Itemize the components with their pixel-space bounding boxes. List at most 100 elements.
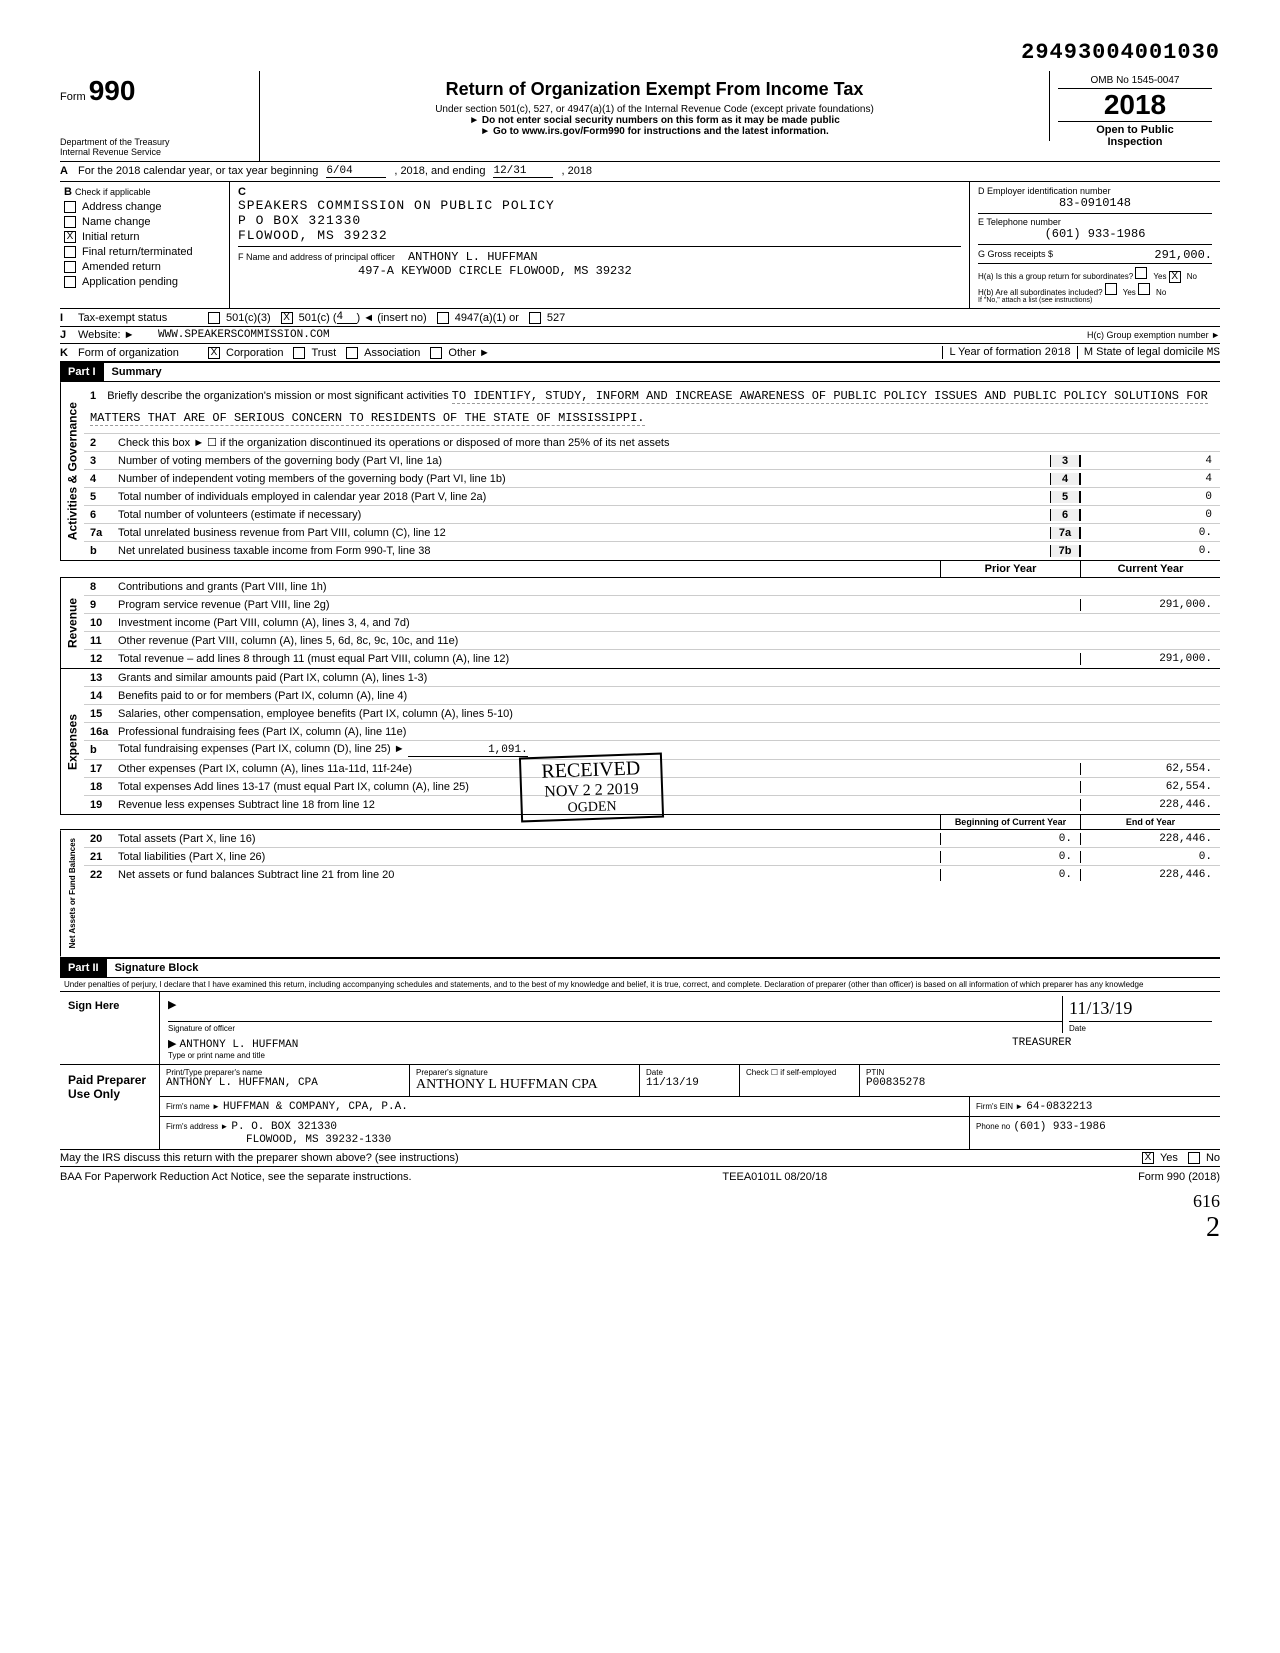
website-url: WWW.SPEAKERSCOMMISSION.COM xyxy=(158,329,330,341)
line-22: 22Net assets or fund balances Subtract l… xyxy=(84,866,1220,884)
year-end: 12/31 xyxy=(493,165,553,178)
line-10: 10Investment income (Part VIII, column (… xyxy=(84,614,1220,632)
checkbox-527[interactable] xyxy=(529,312,541,324)
org-addr2: FLOWOOD, MS 39232 xyxy=(238,228,388,243)
document-id: 29493004001030 xyxy=(60,40,1220,65)
gov-line-b: bNet unrelated business taxable income f… xyxy=(84,542,1220,560)
checkbox-amended-return[interactable] xyxy=(64,261,76,273)
row-k-form-org: K Form of organization Corporation Trust… xyxy=(60,344,1220,362)
irs-discuss-row: May the IRS discuss this return with the… xyxy=(60,1150,1220,1167)
col-end-year: End of Year xyxy=(1080,815,1220,829)
irs-label: Internal Revenue Service xyxy=(60,147,251,157)
inspection-label: Inspection xyxy=(1058,136,1212,148)
preparer-date: 11/13/19 xyxy=(646,1077,733,1089)
subtitle-1: Under section 501(c), 527, or 4947(a)(1)… xyxy=(268,104,1041,115)
gov-line-4: 4Number of independent voting members of… xyxy=(84,470,1220,488)
checkbox-assoc[interactable] xyxy=(346,347,358,359)
checkbox-trust[interactable] xyxy=(293,347,305,359)
line-21: 21Total liabilities (Part X, line 26)0.0… xyxy=(84,848,1220,866)
form-number: 990 xyxy=(89,75,136,106)
checkbox-hb-yes[interactable] xyxy=(1105,283,1117,295)
sign-here-block: Sign Here ▶ Signature of officer 11/13/1… xyxy=(60,992,1220,1065)
row-j-website: J Website: ► WWW.SPEAKERSCOMMISSION.COM … xyxy=(60,327,1220,344)
preparer-ptin: P00835278 xyxy=(866,1077,1214,1089)
checkbox-initial-return[interactable] xyxy=(64,231,76,243)
firm-ein: 64-0832213 xyxy=(1026,1101,1092,1113)
row-i-tax-exempt: I Tax-exempt status 501(c)(3) 501(c) ( 4… xyxy=(60,309,1220,327)
gov-line-5: 5Total number of individuals employed in… xyxy=(84,488,1220,506)
org-addr1: P O BOX 321330 xyxy=(238,213,361,228)
checkbox-501c[interactable] xyxy=(281,312,293,324)
footer: BAA For Paperwork Reduction Act Notice, … xyxy=(60,1167,1220,1183)
received-stamp: RECEIVED NOV 2 2 2019 OGDEN xyxy=(519,753,664,823)
domicile-state: MS xyxy=(1207,347,1220,359)
line-14: 14Benefits paid to or for members (Part … xyxy=(84,687,1220,705)
signer-name: ANTHONY L. HUFFMAN xyxy=(180,1039,299,1051)
year-formation: 2018 xyxy=(1044,347,1070,359)
part-1-header: Part I Summary xyxy=(60,362,1220,382)
ein: 83-0910148 xyxy=(978,196,1212,210)
gov-line-7a: 7aTotal unrelated business revenue from … xyxy=(84,524,1220,542)
checkbox-address-change[interactable] xyxy=(64,201,76,213)
checkbox-other[interactable] xyxy=(430,347,442,359)
section-b: B Check if applicable Address change Nam… xyxy=(60,182,1220,309)
officer-name: ANTHONY L. HUFFMAN xyxy=(408,250,538,264)
form-label: Form xyxy=(60,91,86,103)
firm-addr1: P. O. BOX 321330 xyxy=(231,1121,337,1133)
firm-phone: (601) 933-1986 xyxy=(1013,1121,1105,1133)
signer-title: TREASURER xyxy=(1012,1037,1212,1060)
org-name: SPEAKERS COMMISSION ON PUBLIC POLICY xyxy=(238,198,555,213)
line-8: 8Contributions and grants (Part VIII, li… xyxy=(84,578,1220,596)
gov-line-3: 3Number of voting members of the governi… xyxy=(84,452,1220,470)
checkbox-hb-no[interactable] xyxy=(1138,283,1150,295)
row-a-tax-year: A For the 2018 calendar year, or tax yea… xyxy=(60,162,1220,182)
line-12: 12Total revenue – add lines 8 through 11… xyxy=(84,650,1220,668)
handwritten-1: 616 xyxy=(60,1191,1220,1212)
checkbox-final-return[interactable] xyxy=(64,246,76,258)
line-16a: 16aProfessional fundraising fees (Part I… xyxy=(84,723,1220,741)
phone: (601) 933-1986 xyxy=(978,227,1212,241)
checkbox-501c3[interactable] xyxy=(208,312,220,324)
col-begin-year: Beginning of Current Year xyxy=(940,815,1080,829)
subtitle-2: ► Do not enter social security numbers o… xyxy=(268,115,1041,126)
firm-addr2: FLOWOOD, MS 39232-1330 xyxy=(246,1134,391,1146)
main-title: Return of Organization Exempt From Incom… xyxy=(268,79,1041,100)
preparer-name: ANTHONY L. HUFFMAN, CPA xyxy=(166,1077,403,1089)
part-2-header: Part II Signature Block xyxy=(60,958,1220,978)
net-assets-section: Net Assets or Fund Balances 20Total asse… xyxy=(60,830,1220,957)
gov-line-2: 2Check this box ► ☐ if the organization … xyxy=(84,434,1220,452)
governance-section: Activities & Governance 1 Briefly descri… xyxy=(60,382,1220,561)
checkbox-corp[interactable] xyxy=(208,347,220,359)
form-header: Form 990 Department of the Treasury Inte… xyxy=(60,71,1220,162)
checkbox-ha-no[interactable] xyxy=(1169,271,1181,283)
col-current-year: Current Year xyxy=(1080,561,1220,577)
line-9: 9Program service revenue (Part VIII, lin… xyxy=(84,596,1220,614)
perjury-statement: Under penalties of perjury, I declare th… xyxy=(60,978,1220,992)
year-begin: 6/04 xyxy=(326,165,386,178)
checkbox-4947[interactable] xyxy=(437,312,449,324)
paid-preparer-block: Paid Preparer Use Only Print/Type prepar… xyxy=(60,1065,1220,1150)
handwritten-2: 2 xyxy=(60,1212,1220,1244)
tax-year: 2018 xyxy=(1058,89,1212,121)
omb-number: OMB No 1545-0047 xyxy=(1058,75,1212,89)
line-15: 15Salaries, other compensation, employee… xyxy=(84,705,1220,723)
line-13: 13Grants and similar amounts paid (Part … xyxy=(84,669,1220,687)
revenue-section: Revenue 8Contributions and grants (Part … xyxy=(60,578,1220,669)
preparer-signature: ANTHONY L HUFFMAN CPA xyxy=(416,1077,633,1093)
sign-date: 11/13/19 xyxy=(1069,998,1212,1022)
checkbox-discuss-yes[interactable] xyxy=(1142,1152,1154,1164)
checkbox-name-change[interactable] xyxy=(64,216,76,228)
gross-receipts: 291,000. xyxy=(1154,248,1212,262)
checkbox-discuss-no[interactable] xyxy=(1188,1152,1200,1164)
subtitle-3: ► Go to www.irs.gov/Form990 for instruct… xyxy=(268,126,1041,137)
firm-name: HUFFMAN & COMPANY, CPA, P.A. xyxy=(223,1101,408,1113)
line-20: 20Total assets (Part X, line 16)0.228,44… xyxy=(84,830,1220,848)
checkbox-ha-yes[interactable] xyxy=(1135,267,1147,279)
officer-addr: 497-A KEYWOOD CIRCLE FLOWOOD, MS 39232 xyxy=(358,264,632,278)
line-11: 11Other revenue (Part VIII, column (A), … xyxy=(84,632,1220,650)
checkbox-application-pending[interactable] xyxy=(64,276,76,288)
gov-line-6: 6Total number of volunteers (estimate if… xyxy=(84,506,1220,524)
department-label: Department of the Treasury xyxy=(60,137,251,147)
col-prior-year: Prior Year xyxy=(940,561,1080,577)
open-public-label: Open to Public xyxy=(1058,124,1212,136)
